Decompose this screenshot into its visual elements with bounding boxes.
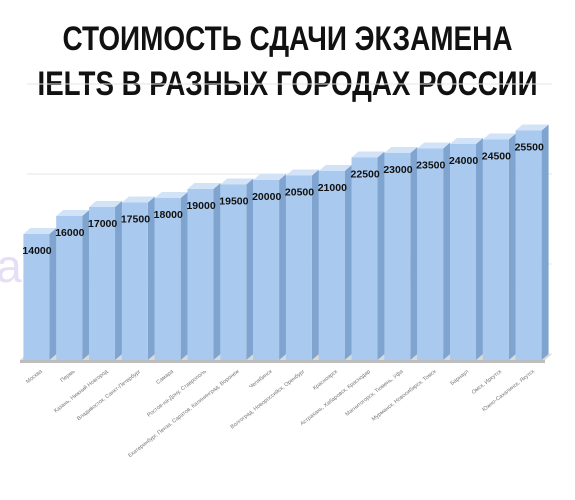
x-tick-label: Владивосток, Санкт-Петербург bbox=[76, 369, 142, 422]
bar-top bbox=[253, 174, 287, 180]
bar bbox=[253, 174, 287, 360]
bar-front bbox=[285, 175, 312, 360]
bar-side bbox=[377, 151, 385, 360]
bar bbox=[417, 142, 451, 360]
bar-side bbox=[115, 201, 123, 360]
data-label: 23000 bbox=[383, 164, 412, 176]
bar-front bbox=[515, 130, 542, 360]
floor-front bbox=[20, 360, 545, 363]
bar-top bbox=[89, 201, 123, 207]
x-tick-label: Самара bbox=[155, 368, 175, 386]
bar-side bbox=[541, 124, 549, 360]
data-label: 19500 bbox=[219, 196, 248, 208]
bar bbox=[121, 196, 155, 360]
chart-title: СТОИМОСТЬ СДАЧИ ЭКЗАМЕНА bbox=[63, 20, 513, 58]
bar bbox=[220, 178, 254, 360]
bar-top bbox=[121, 196, 155, 203]
bar-front bbox=[351, 157, 378, 360]
bar-top bbox=[515, 124, 549, 131]
data-label: 14000 bbox=[22, 245, 51, 257]
bar bbox=[351, 151, 385, 360]
x-tick-label: Пермь bbox=[60, 369, 77, 384]
bar-side bbox=[147, 196, 155, 360]
x-tick-label: Казань, Нижний Новгород bbox=[53, 368, 110, 415]
bar-front bbox=[121, 202, 148, 360]
data-label: 24000 bbox=[449, 155, 478, 167]
bar bbox=[515, 124, 549, 360]
bar-front bbox=[23, 234, 50, 360]
bar-side bbox=[443, 142, 451, 360]
bar-top bbox=[154, 192, 188, 198]
bar bbox=[449, 138, 483, 360]
data-label: 22500 bbox=[351, 169, 380, 181]
bar-side bbox=[311, 169, 319, 360]
bar bbox=[187, 183, 221, 360]
bar-front bbox=[449, 144, 476, 360]
bar-top bbox=[23, 228, 57, 234]
x-tick-label: Магнитогорск, Тюмень, Уфа bbox=[344, 368, 405, 417]
bar-top bbox=[384, 147, 418, 153]
bar-top bbox=[482, 133, 516, 140]
x-tick-label: Екатеринбург, Пенза, Саратов, Калинингра… bbox=[127, 369, 240, 459]
x-tick-label: Мурманск, Новосибирск, Томск bbox=[371, 368, 438, 422]
bar-side bbox=[180, 192, 188, 360]
bar-top bbox=[220, 178, 254, 185]
bar-top bbox=[449, 138, 483, 144]
x-tick-label: Красноярск bbox=[312, 368, 339, 391]
bar-front bbox=[482, 139, 509, 360]
bar-front bbox=[253, 180, 280, 360]
bar bbox=[89, 201, 123, 360]
bar-top bbox=[56, 210, 90, 216]
bar-side bbox=[508, 133, 516, 360]
x-tick-label: Астрахань, Хабаровск, Краснодар bbox=[299, 369, 371, 427]
bar-top bbox=[351, 151, 385, 158]
data-label: 18000 bbox=[154, 209, 183, 221]
data-label: 19000 bbox=[186, 200, 215, 212]
bar-front bbox=[56, 216, 83, 360]
bar-side bbox=[475, 138, 483, 360]
bar bbox=[285, 169, 319, 360]
data-label: 17500 bbox=[121, 214, 150, 226]
bar-top bbox=[285, 169, 319, 176]
bar-side bbox=[344, 165, 352, 360]
x-tick-label: Челябинск bbox=[248, 368, 274, 390]
bar-side bbox=[213, 183, 221, 360]
bar bbox=[482, 133, 516, 360]
bar-front bbox=[187, 189, 214, 360]
bar-side bbox=[49, 228, 57, 360]
data-label: 25500 bbox=[515, 142, 544, 154]
bar bbox=[154, 192, 188, 360]
data-label: 17000 bbox=[88, 218, 117, 230]
data-label: 20000 bbox=[252, 191, 281, 203]
data-label: 23500 bbox=[416, 160, 445, 172]
bar bbox=[23, 228, 57, 360]
x-tick-label: Омск, Иркутск bbox=[471, 368, 504, 395]
bar-side bbox=[279, 174, 287, 360]
bar-front bbox=[220, 184, 247, 360]
bar-front bbox=[318, 171, 345, 360]
bar-front bbox=[154, 198, 181, 360]
data-label: 20500 bbox=[285, 187, 314, 199]
x-tick-label: Барнаул bbox=[449, 369, 470, 387]
bar-top bbox=[417, 142, 451, 149]
bar-front bbox=[89, 207, 116, 360]
bar-side bbox=[410, 147, 418, 360]
bar-front bbox=[417, 148, 444, 360]
bar-front bbox=[384, 153, 411, 360]
x-tick-label: Москва bbox=[25, 368, 44, 385]
bar-side bbox=[82, 210, 90, 360]
data-label: 16000 bbox=[55, 227, 84, 239]
bar bbox=[318, 165, 352, 360]
bar-top bbox=[318, 165, 352, 171]
data-label: 24500 bbox=[482, 151, 511, 163]
bar bbox=[56, 210, 90, 360]
bar-top bbox=[187, 183, 221, 189]
bar bbox=[384, 147, 418, 360]
data-label: 21000 bbox=[318, 182, 347, 194]
bar-side bbox=[246, 178, 254, 360]
x-tick-label: Ростов-на-Дону, Ставрополь bbox=[146, 369, 207, 419]
